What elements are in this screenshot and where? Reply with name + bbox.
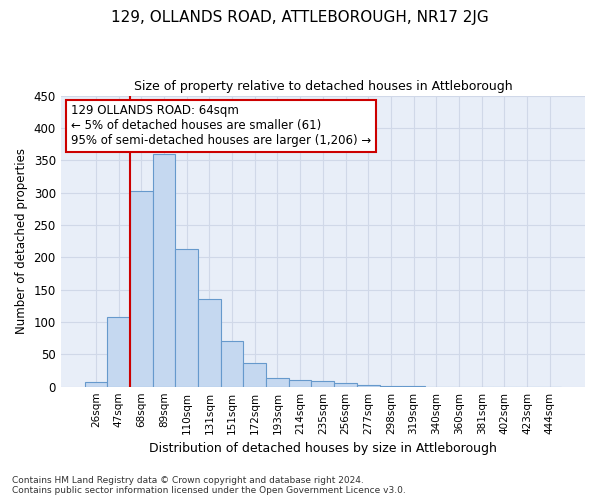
Bar: [289, 380, 311, 386]
Bar: [334, 383, 357, 386]
Bar: [198, 300, 221, 386]
Bar: [152, 154, 175, 386]
Text: Contains HM Land Registry data © Crown copyright and database right 2024.
Contai: Contains HM Land Registry data © Crown c…: [12, 476, 406, 495]
Title: Size of property relative to detached houses in Attleborough: Size of property relative to detached ho…: [134, 80, 512, 93]
Bar: [107, 317, 130, 386]
Bar: [311, 381, 334, 386]
Bar: [244, 362, 266, 386]
Bar: [266, 378, 289, 386]
Y-axis label: Number of detached properties: Number of detached properties: [15, 148, 28, 334]
X-axis label: Distribution of detached houses by size in Attleborough: Distribution of detached houses by size …: [149, 442, 497, 455]
Bar: [175, 249, 198, 386]
Bar: [221, 342, 244, 386]
Bar: [130, 192, 152, 386]
Bar: [85, 382, 107, 386]
Text: 129 OLLANDS ROAD: 64sqm
← 5% of detached houses are smaller (61)
95% of semi-det: 129 OLLANDS ROAD: 64sqm ← 5% of detached…: [71, 104, 371, 148]
Text: 129, OLLANDS ROAD, ATTLEBOROUGH, NR17 2JG: 129, OLLANDS ROAD, ATTLEBOROUGH, NR17 2J…: [111, 10, 489, 25]
